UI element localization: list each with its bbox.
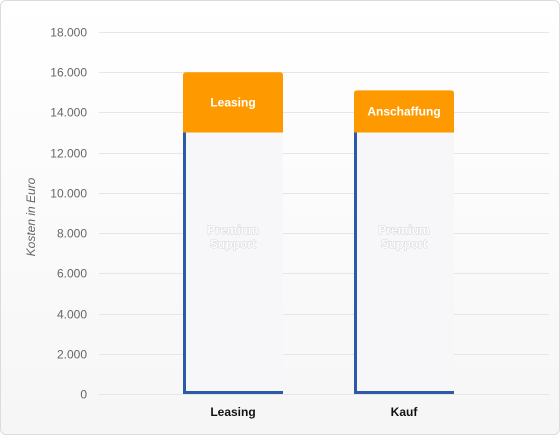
bar-segment-premium-support xyxy=(183,132,283,395)
bar-segment-top-label: Leasing xyxy=(210,95,255,109)
bar-segment-premium-support xyxy=(354,132,454,395)
bar-segment-border xyxy=(354,132,454,394)
x-axis-categories: Leasing Kauf xyxy=(210,405,418,419)
y-tick-label: 12.000 xyxy=(50,147,87,161)
bar-segment-top-label: Anschaffung xyxy=(367,104,440,118)
bar-segment-label: Support xyxy=(381,237,427,251)
y-tick-label: 4.000 xyxy=(57,308,87,322)
y-tick-label: 6.000 xyxy=(57,267,87,281)
gridlines xyxy=(99,32,549,395)
bar-segment-label: Support xyxy=(210,237,256,251)
y-tick-label: 16.000 xyxy=(50,66,87,80)
x-category-label: Kauf xyxy=(391,405,419,419)
y-tick-label: 14.000 xyxy=(50,106,87,120)
y-axis-ticks: 0 2.000 4.000 6.000 8.000 10.000 12.000 14.000 1… xyxy=(50,26,87,402)
bar-segment-top xyxy=(183,72,283,133)
bars: PremiumSupportLeasingPremiumSupportAnsch… xyxy=(183,72,454,395)
bar-segment-border xyxy=(183,132,283,394)
y-tick-label: 10.000 xyxy=(50,187,87,201)
y-tick-label: 2.000 xyxy=(57,348,87,362)
y-tick-label: 8.000 xyxy=(57,227,87,241)
y-axis-label: Kosten in Euro xyxy=(24,177,38,256)
bar-segment-top xyxy=(354,90,454,133)
y-tick-label: 18.000 xyxy=(50,26,87,40)
bar-segment-label: Premium xyxy=(207,223,258,237)
x-category-label: Leasing xyxy=(210,405,255,419)
bar-segment-label: Premium xyxy=(378,223,429,237)
y-tick-label: 0 xyxy=(80,388,87,402)
